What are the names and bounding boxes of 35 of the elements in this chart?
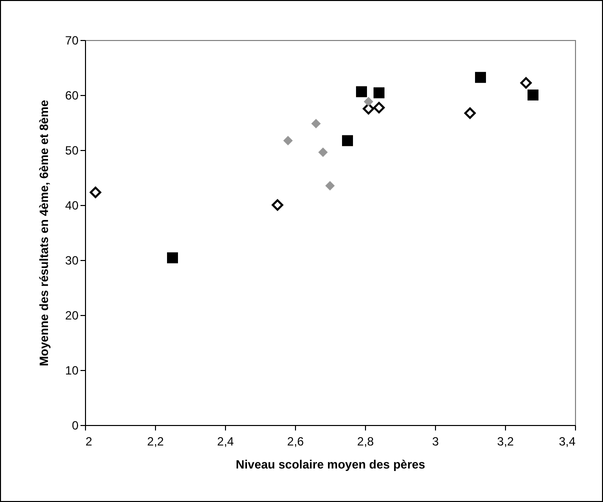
x-tick-label: 2,2: [147, 434, 164, 448]
x-tick-label: 2,6: [287, 434, 304, 448]
point: [167, 252, 178, 264]
point: [318, 147, 328, 157]
point: [362, 103, 374, 114]
point: [364, 96, 374, 106]
y-tick-label: 0: [72, 418, 79, 432]
x-tick-label: 2,4: [217, 434, 234, 448]
x-tick-label: 3,4: [558, 434, 576, 448]
point: [464, 107, 476, 119]
point: [342, 135, 353, 146]
y-tick-label: 30: [65, 254, 79, 268]
x-tick-label: 3: [432, 434, 440, 448]
y-tick-label: 70: [65, 34, 79, 48]
point: [356, 86, 367, 98]
x-tick-label: 2: [86, 434, 92, 448]
y-tick-label: 50: [65, 144, 79, 158]
point: [374, 87, 384, 98]
point: [475, 72, 486, 83]
point: [311, 118, 321, 128]
point: [90, 186, 102, 198]
point: [520, 77, 532, 89]
point: [325, 181, 335, 190]
x-axis-title: Niveau scolaire moyen des pères: [236, 458, 426, 472]
x-tick-label: 3,2: [497, 434, 514, 448]
point: [272, 199, 284, 211]
point: [528, 90, 538, 100]
y-tick-label: 60: [65, 88, 79, 102]
y-tick-label: 40: [65, 198, 79, 212]
x-tick-label: 2,8: [357, 434, 374, 448]
point: [373, 102, 385, 114]
y-tick-label: 20: [65, 308, 79, 322]
y-axis-title: Moyenne des résultats en 4ème, 6ème et 8ème: [37, 100, 52, 366]
point: [283, 136, 293, 146]
y-tick-label: 10: [65, 364, 79, 378]
